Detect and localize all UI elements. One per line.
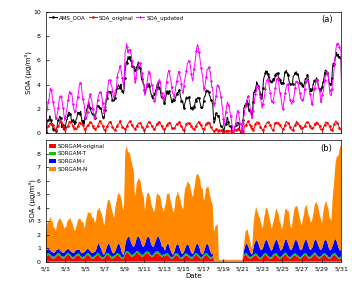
SOA_original xyxy=(110,124,114,127)
Y-axis label: SOA (μg/m³): SOA (μg/m³) xyxy=(24,51,32,94)
SOA_updated xyxy=(230,120,234,123)
Legend: SORGAM-original, SORGAM-T, SORGAM-I, SORGAM-N: SORGAM-original, SORGAM-T, SORGAM-I, SOR… xyxy=(49,143,105,173)
AMS_OOA xyxy=(238,130,243,133)
X-axis label: Date: Date xyxy=(186,273,202,279)
SOA_original xyxy=(44,128,48,132)
AMS_OOA xyxy=(49,120,53,123)
Line: SOA_updated: SOA_updated xyxy=(45,43,342,134)
SOA_original xyxy=(230,131,234,135)
AMS_OOA xyxy=(230,128,234,132)
SOA_original xyxy=(49,121,53,125)
AMS_OOA xyxy=(125,61,129,64)
AMS_OOA xyxy=(80,115,84,119)
AMS_OOA xyxy=(109,93,114,97)
Text: (a): (a) xyxy=(321,15,333,24)
SOA_original xyxy=(125,123,130,126)
SOA_updated xyxy=(240,131,244,135)
SOA_updated xyxy=(336,41,340,45)
SOA_original xyxy=(80,122,84,126)
AMS_OOA xyxy=(339,81,344,85)
SOA_updated xyxy=(339,78,344,81)
AMS_OOA xyxy=(239,131,244,135)
SOA_updated xyxy=(109,84,114,87)
Legend: AMS_OOA, SOA_original, SOA_updated: AMS_OOA, SOA_original, SOA_updated xyxy=(49,14,184,21)
SOA_original xyxy=(239,131,243,134)
SOA_updated xyxy=(44,120,48,124)
Line: SOA_original: SOA_original xyxy=(45,120,342,134)
Text: (b): (b) xyxy=(321,144,333,153)
SOA_updated xyxy=(125,45,129,49)
Line: AMS_OOA: AMS_OOA xyxy=(45,52,342,134)
SOA_updated xyxy=(49,87,53,91)
AMS_OOA xyxy=(334,51,339,54)
SOA_original xyxy=(230,130,234,134)
SOA_updated xyxy=(80,86,84,89)
SOA_updated xyxy=(238,122,243,125)
Y-axis label: SOA (μg/m³): SOA (μg/m³) xyxy=(28,180,36,223)
SOA_original xyxy=(339,130,344,133)
SOA_original xyxy=(98,119,102,123)
AMS_OOA xyxy=(44,130,48,133)
